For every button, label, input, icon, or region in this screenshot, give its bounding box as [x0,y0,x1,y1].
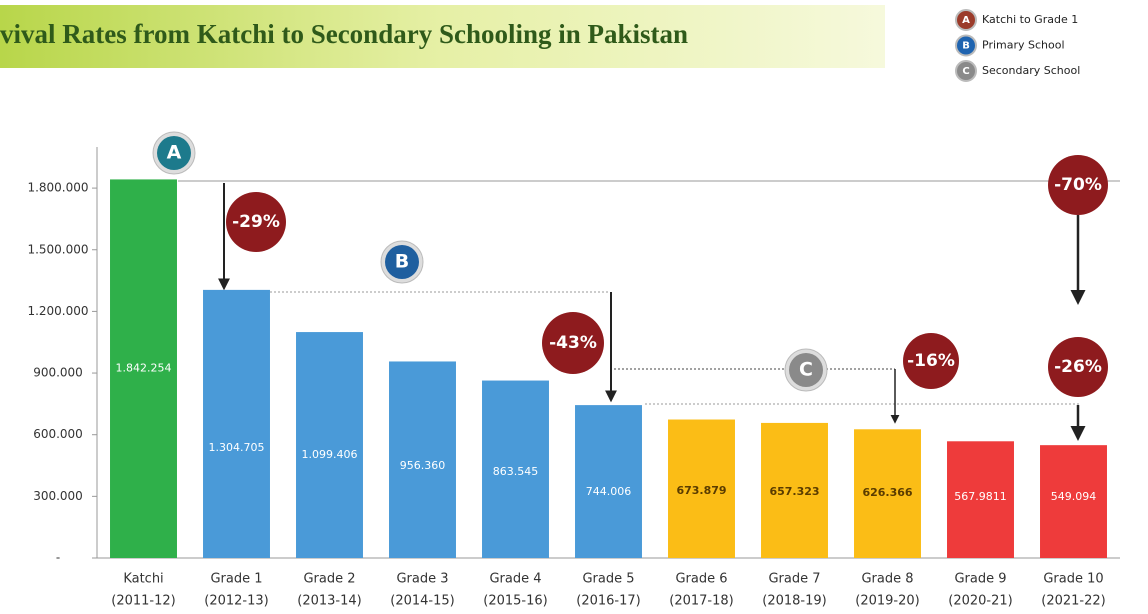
bar [854,429,921,558]
x-tick-label: Grade 6 [675,572,727,587]
x-tick-period: (2015-16) [483,594,547,609]
bar [389,361,456,558]
x-tick-label: Grade 8 [861,572,913,587]
annotation-bubble [226,192,286,252]
x-tick-period: (2013-14) [297,594,361,609]
value-label: 657.323 [769,485,819,498]
x-tick-label: Grade 5 [582,572,634,587]
legend-letter: C [962,66,969,77]
x-tick-period: (2017-18) [669,594,733,609]
value-label: 626.366 [862,486,912,499]
marker-circle [157,136,191,170]
annotation-bubble [903,333,959,389]
y-tick-label: 900.000 [33,366,83,380]
marker-circle [385,245,419,279]
bar [110,179,177,558]
x-tick-period: (2012-13) [204,594,268,609]
x-tick-period: (2016-17) [576,594,640,609]
annotation-bubble [542,312,604,374]
x-tick-period: (2011-12) [111,594,175,609]
bar [947,441,1014,558]
annotation-bubble [1048,337,1108,397]
value-label: 744.006 [586,485,632,498]
annotation: -43% [549,333,597,353]
legend-icon [955,60,977,82]
x-tick-label: Grade 2 [303,572,355,587]
legend-letter: A [962,15,970,26]
value-label: 1.842.254 [116,362,172,375]
x-tick-label: Grade 3 [396,572,448,587]
annotation: -16% [907,351,955,371]
legend-label: Secondary School [982,64,1080,77]
annotation: -70% [1054,175,1102,195]
x-tick-label: Grade 4 [489,572,541,587]
value-label: 673.879 [676,484,726,497]
marker-letter: A [167,142,182,164]
x-tick-period: (2018-19) [762,594,826,609]
x-tick-label: Grade 1 [210,572,262,587]
bar [482,380,549,558]
bar [761,422,828,558]
legend-icon [955,9,977,31]
reference-lines [178,180,1120,441]
y-tick-label: 300.000 [33,489,83,503]
annotation: -26% [1054,357,1102,377]
marker-letter: B [395,251,409,273]
annotation: -29% [232,212,280,232]
x-tick-label: Katchi [123,572,163,587]
bar [203,289,270,558]
x-tick-label: Grade 9 [954,572,1006,587]
y-tick-label: 1.500.000 [27,242,88,256]
bar [575,405,642,558]
marker-letter: C [799,359,813,381]
bar [1040,445,1107,558]
value-label: 549.094 [1051,490,1097,503]
y-tick-label: 1.800.000 [27,181,88,195]
x-tick-period: (2021-22) [1041,594,1105,609]
x-tick-period: (2014-15) [390,594,454,609]
x-tick-label: Grade 7 [768,572,820,587]
legend-icon [955,34,977,57]
y-tick-label: - [56,551,60,565]
value-label: 1.099.406 [302,448,358,461]
value-label: 863.545 [493,465,539,478]
title-box [0,5,885,68]
bar [668,419,735,558]
legend-label: Katchi to Grade 1 [982,13,1078,26]
value-label: 956.360 [400,459,446,472]
legend-letter: B [962,41,970,52]
annotation-bubble [1048,155,1108,215]
x-tick-period: (2020-21) [948,594,1012,609]
bar [296,332,363,558]
value-label: 1.304.705 [209,441,265,454]
x-tick-period: (2019-20) [855,594,919,609]
y-tick-label: 600.000 [33,427,83,441]
y-tick-label: 1.200.000 [27,304,88,318]
legend-label: Primary School [982,39,1065,52]
chart-title: vival Rates from Katchi to Secondary Sch… [0,19,688,49]
value-label: 567.9811 [954,490,1007,503]
marker-circle [789,353,823,387]
x-tick-label: Grade 10 [1043,572,1103,587]
